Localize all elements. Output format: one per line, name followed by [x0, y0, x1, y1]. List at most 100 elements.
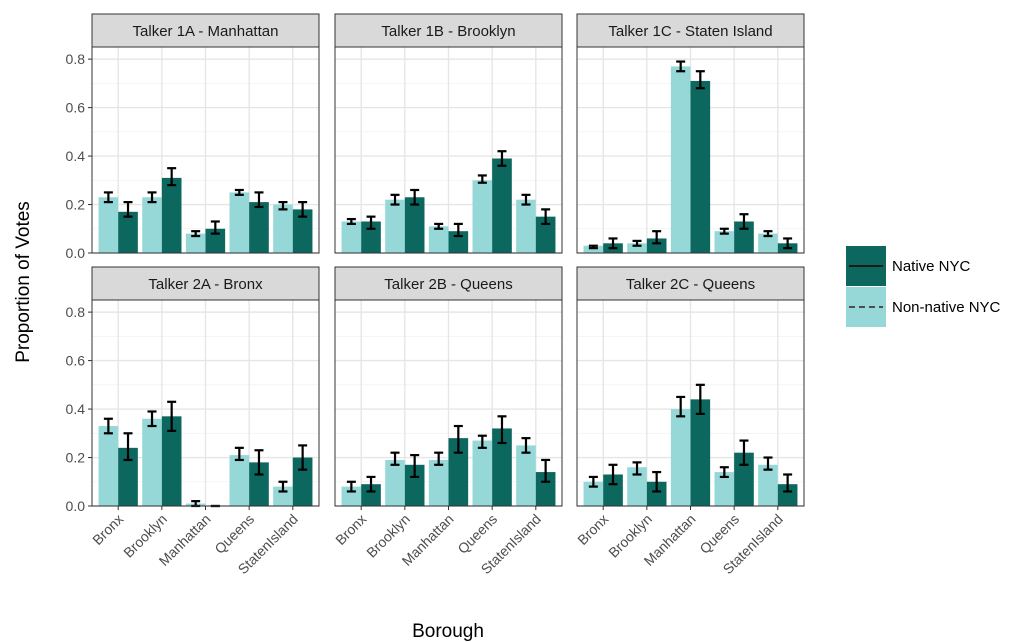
facet-panel-2: Talker 1B - Brooklyn: [334, 13, 563, 254]
facet-strip: [334, 266, 563, 301]
bar-non-native-Queens: [714, 472, 735, 506]
y-tick-label: 0.2: [66, 197, 86, 213]
facet-strip: [576, 13, 805, 48]
bar-non-native-Queens: [714, 231, 735, 253]
bar-non-native-Manhattan: [670, 66, 691, 253]
bar-non-native-Bronx: [341, 221, 362, 253]
panel-border: [576, 46, 805, 254]
bar-native-Brooklyn: [646, 238, 667, 253]
bar-non-native-StatenIsland: [516, 199, 536, 253]
bar-non-native-Bronx: [341, 486, 362, 506]
bar-native-Queens: [492, 428, 512, 506]
facet-title: Talker 2A - Bronx: [148, 276, 263, 293]
y-tick-label: 0.4: [66, 148, 86, 164]
bar-native-Manhattan: [448, 438, 469, 506]
bar-non-native-Brooklyn: [385, 199, 405, 253]
bar-non-native-Brooklyn: [627, 243, 647, 253]
facet-strip: [576, 266, 805, 301]
y-axis-title: Proportion of Votes: [13, 201, 34, 363]
bar-native-Bronx: [361, 484, 381, 506]
bar-native-Brooklyn: [404, 197, 425, 253]
bar-non-native-Brooklyn: [142, 197, 162, 253]
y-tick-label: 0.8: [66, 51, 86, 67]
y-tick-label: 0.4: [66, 401, 86, 417]
bar-native-StatenIsland: [535, 472, 556, 506]
bar-non-native-Manhattan: [670, 409, 691, 506]
bar-non-native-Bronx: [98, 197, 119, 253]
bar-non-native-StatenIsland: [758, 233, 778, 253]
panel-border: [91, 299, 320, 507]
facet-panel-1: Talker 1A - Manhattan 0.0 0.2 0.4 0.6 0.8: [66, 13, 320, 261]
bar-native-Queens: [249, 462, 269, 506]
bar-non-native-StatenIsland: [273, 486, 293, 506]
panel-border: [91, 46, 320, 254]
x-axis-title: Borough: [412, 621, 484, 642]
bar-native-Queens: [492, 158, 512, 253]
bar-non-native-Brooklyn: [142, 418, 162, 506]
legend-label: Non-native NYC: [892, 299, 1001, 316]
bar-non-native-Manhattan: [428, 459, 449, 506]
panel-border: [576, 299, 805, 507]
bar-native-Queens: [734, 452, 754, 506]
bar-native-StatenIsland: [535, 216, 556, 253]
panel-border: [334, 299, 563, 507]
bar-native-Brooklyn: [161, 416, 182, 506]
y-tick-label: 0.0: [66, 498, 86, 514]
bar-native-Queens: [734, 221, 754, 253]
facet-strip: [334, 13, 563, 48]
facet-strip: [91, 266, 320, 301]
bar-non-native-Queens: [472, 180, 493, 253]
legend-label: Native NYC: [892, 258, 971, 275]
bar-native-StatenIsland: [292, 209, 313, 253]
x-tick-label: Bronx: [574, 511, 611, 548]
bar-native-StatenIsland: [292, 457, 313, 506]
legend: Native NYC Non-native NYC: [846, 246, 1001, 327]
bar-native-Manhattan: [205, 228, 226, 253]
facet-strip: [91, 13, 320, 48]
facet-panel-3: Talker 1C - Staten Island: [576, 13, 805, 254]
bar-native-Bronx: [118, 447, 138, 506]
bar-non-native-Queens: [229, 192, 250, 253]
bar-non-native-StatenIsland: [273, 204, 293, 253]
bar-non-native-Manhattan: [185, 233, 206, 253]
y-tick-label: 0.0: [66, 245, 86, 261]
facet-panel-5: Talker 2B - QueensBronxBrooklynManhattan…: [332, 266, 563, 577]
bar-native-Brooklyn: [161, 177, 182, 253]
bar-native-Bronx: [118, 211, 138, 253]
bar-native-Queens: [249, 202, 269, 253]
bar-native-Bronx: [603, 474, 623, 506]
chart-panels: Talker 1A - Manhattan0.00.20.40.60.8Talk…: [66, 13, 805, 577]
y-tick-label: 0.8: [66, 304, 86, 320]
panel-border: [334, 46, 563, 254]
bar-non-native-StatenIsland: [758, 464, 778, 506]
facet-title: Talker 1A - Manhattan: [133, 23, 279, 40]
bar-non-native-Manhattan: [428, 226, 449, 253]
bar-native-StatenIsland: [777, 484, 798, 506]
facet-title: Talker 1C - Staten Island: [608, 23, 772, 40]
bar-native-Bronx: [361, 221, 381, 253]
bar-non-native-Queens: [472, 440, 493, 506]
facet-title: Talker 2B - Queens: [384, 276, 512, 293]
bar-non-native-Brooklyn: [385, 459, 405, 506]
bar-native-Manhattan: [448, 231, 469, 253]
bar-non-native-Bronx: [583, 245, 604, 253]
bar-non-native-Bronx: [583, 481, 604, 506]
bar-native-Brooklyn: [404, 464, 425, 506]
bar-native-Brooklyn: [646, 481, 667, 506]
x-tick-label: Bronx: [332, 511, 369, 548]
bar-native-Manhattan: [690, 80, 711, 253]
bar-non-native-Brooklyn: [627, 467, 647, 506]
facet-title: Talker 1B - Brooklyn: [381, 23, 515, 40]
x-tick-label: Bronx: [89, 511, 126, 548]
facet-panel-4: Talker 2A - BronxBronxBrooklynManhattanQ…: [66, 266, 320, 577]
facet-title: Talker 2C - Queens: [626, 276, 755, 293]
facet-panel-6: Talker 2C - QueensBronxBrooklynManhattan…: [574, 266, 805, 577]
bar-non-native-StatenIsland: [516, 445, 536, 506]
y-tick-label: 0.6: [66, 100, 86, 116]
bar-native-Manhattan: [690, 399, 711, 506]
bar-non-native-Bronx: [98, 426, 119, 506]
bar-non-native-Queens: [229, 455, 250, 506]
y-tick-label: 0.2: [66, 450, 86, 466]
y-tick-label: 0.6: [66, 353, 86, 369]
